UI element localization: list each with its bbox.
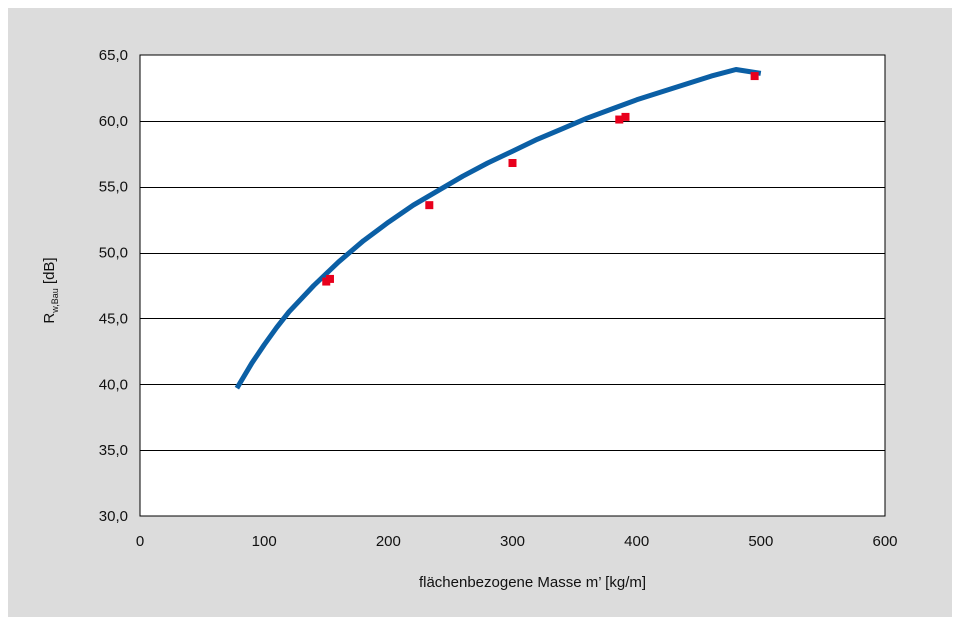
y-axis-label: Rw,Bau [dB] xyxy=(41,257,60,323)
data-point-marker xyxy=(621,112,630,121)
x-tick-label: 0 xyxy=(136,533,144,550)
data-point-marker xyxy=(425,201,434,210)
marker-layer xyxy=(322,72,759,286)
x-tick-label: 200 xyxy=(376,533,401,550)
series-line xyxy=(234,67,762,390)
horizontal-gridlines xyxy=(140,121,885,451)
x-tick-label: 400 xyxy=(624,533,649,550)
y-tick-label: 45,0 xyxy=(99,310,128,327)
series-layer xyxy=(234,67,762,390)
x-axis-label: flächenbezogene Masse m’ [kg/m] xyxy=(419,574,646,591)
y-tick-labels: 30,0 35,0 40,0 45,0 50,0 55,0 60,0 65,0 xyxy=(99,47,128,525)
x-tick-label: 600 xyxy=(872,533,897,550)
chart-svg: 0 100 200 300 400 500 600 30,0 35,0 40,0 45,0 50,0… xyxy=(41,47,898,591)
y-tick-label: 60,0 xyxy=(99,113,128,130)
y-axis-label-main: R xyxy=(41,313,58,324)
y-axis-label-unit: [dB] xyxy=(41,257,58,288)
y-tick-label: 30,0 xyxy=(99,508,128,525)
plot-area xyxy=(139,54,886,517)
y-tick-label: 65,0 xyxy=(99,47,128,64)
x-tick-label: 300 xyxy=(500,533,525,550)
data-point-marker xyxy=(615,115,624,124)
data-point-marker xyxy=(325,274,334,283)
y-tick-label: 55,0 xyxy=(99,179,128,196)
y-tick-label: 35,0 xyxy=(99,442,128,459)
x-tick-label: 100 xyxy=(252,533,277,550)
chart-panel: 0 100 200 300 400 500 600 30,0 35,0 40,0 45,0 50,0… xyxy=(8,8,952,617)
data-point-marker xyxy=(750,72,759,81)
data-point-marker xyxy=(508,159,517,168)
x-tick-label: 500 xyxy=(748,533,773,550)
y-axis-label-subscript: w,Bau xyxy=(50,288,60,314)
x-tick-labels: 0 100 200 300 400 500 600 xyxy=(136,533,898,550)
y-tick-label: 40,0 xyxy=(99,376,128,393)
y-tick-label: 50,0 xyxy=(99,245,128,262)
